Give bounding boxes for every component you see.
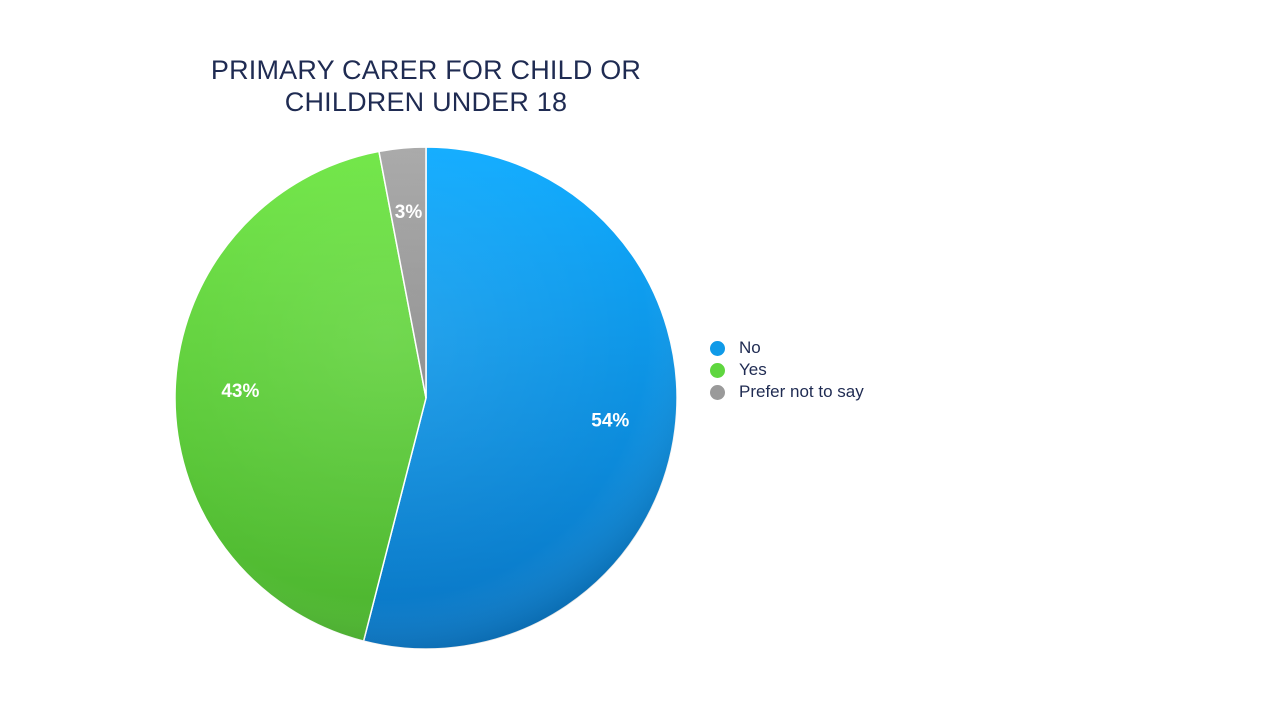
data-label-prefer-not-to-say: 3% bbox=[395, 202, 423, 223]
legend-swatch-no bbox=[710, 340, 725, 356]
legend-swatch-prefer-not-to-say bbox=[710, 384, 725, 400]
legend-label-no: No bbox=[739, 338, 761, 357]
legend-item-yes: Yes bbox=[710, 359, 864, 381]
legend-label-yes: Yes bbox=[739, 360, 767, 379]
data-label-yes: 43% bbox=[221, 381, 259, 402]
data-label-no: 54% bbox=[591, 410, 629, 431]
chart-title-line-1: PRIMARY CARER FOR CHILD OR bbox=[210, 55, 642, 85]
legend-swatch-yes bbox=[710, 362, 725, 378]
legend-item-no: No bbox=[710, 337, 864, 359]
legend-label-prefer-not-to-say: Prefer not to say bbox=[739, 382, 864, 401]
legend-item-prefer-not-to-say: Prefer not to say bbox=[710, 381, 864, 403]
chart-title-line-2: CHILDREN UNDER 18 bbox=[284, 87, 568, 117]
pie-data-labels: 54% 43% 3% bbox=[221, 202, 629, 431]
chart-title: PRIMARY CARER FOR CHILD OR CHILDREN UNDE… bbox=[186, 54, 666, 118]
chart-legend: No Yes Prefer not to say bbox=[710, 337, 864, 403]
